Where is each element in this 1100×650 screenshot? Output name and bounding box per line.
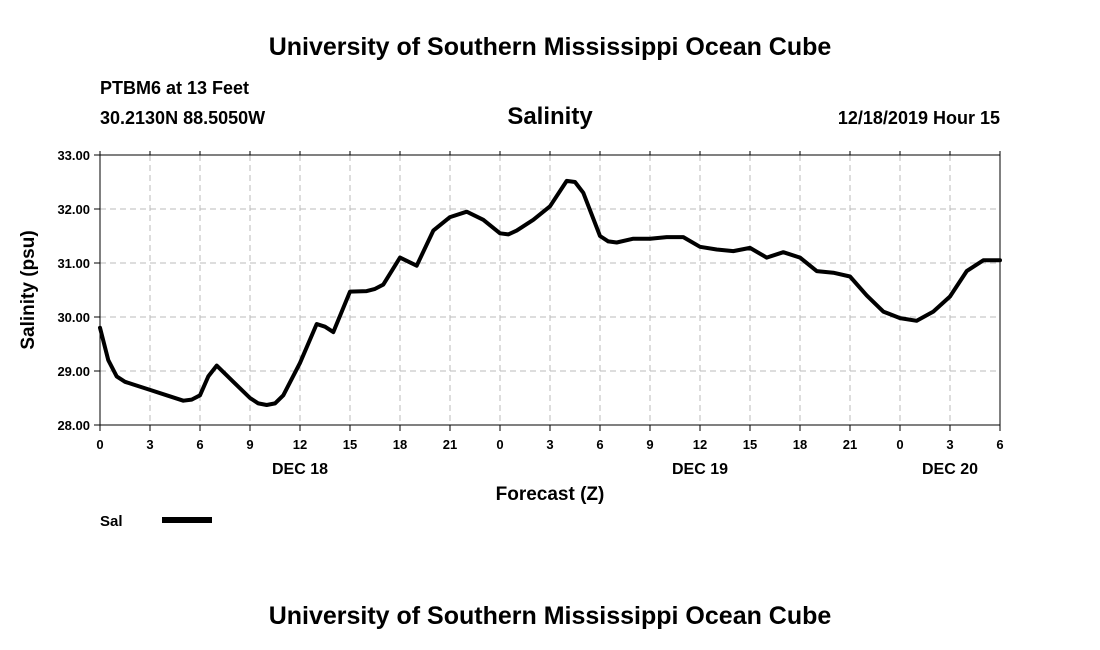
day-label: DEC 20 [922,461,978,478]
grid-lines [100,155,1000,425]
chart-title: Salinity [507,103,593,130]
x-tick-label: 0 [896,437,903,452]
x-tick-label: 3 [546,437,553,452]
x-tick-label: 12 [293,437,307,452]
y-tick-label: 32.00 [57,202,90,217]
day-labels: DEC 18 DEC 19 DEC 20 [272,461,978,478]
y-tick-label: 31.00 [57,256,90,271]
day-label: DEC 19 [672,461,728,478]
x-tick-label: 9 [646,437,653,452]
y-tick-label: 28.00 [57,418,90,433]
x-tick-label: 18 [393,437,407,452]
bottom-title: University of Southern Mississippi Ocean… [269,602,832,630]
day-label: DEC 18 [272,461,328,478]
x-tick-label: 0 [496,437,503,452]
y-axis-label: Salinity (psu) [18,230,39,349]
x-tick-label: 6 [996,437,1003,452]
x-axis-label: Forecast (Z) [496,484,605,505]
station-coords: 30.2130N 88.5050W [100,108,265,128]
x-tick-label: 6 [596,437,603,452]
x-tick-label: 3 [146,437,153,452]
x-tick-label: 21 [443,437,457,452]
y-axis-ticks: 28.00 29.00 30.00 31.00 32.00 33.00 [57,148,100,433]
y-tick-label: 30.00 [57,310,90,325]
x-tick-label: 15 [743,437,757,452]
y-tick-label: 33.00 [57,148,90,163]
x-tick-label: 15 [343,437,357,452]
top-title: University of Southern Mississippi Ocean… [269,33,832,61]
salinity-series-line [98,178,1002,407]
y-tick-label: 29.00 [57,364,90,379]
x-tick-label: 6 [196,437,203,452]
x-tick-label: 9 [246,437,253,452]
plot-frame [99,154,1001,426]
x-tick-label: 0 [96,437,103,452]
x-tick-label: 18 [793,437,807,452]
x-tick-label: 21 [843,437,857,452]
legend-label: Sal [100,513,123,530]
station-label: PTBM6 at 13 Feet [100,78,249,98]
x-axis-ticks: 0 3 6 9 12 15 18 21 0 3 6 9 12 15 18 21 0 3 6 [96,151,1004,452]
x-tick-label: 12 [693,437,707,452]
x-tick-label: 3 [946,437,953,452]
issued-time: 12/18/2019 Hour 15 [838,108,1000,128]
